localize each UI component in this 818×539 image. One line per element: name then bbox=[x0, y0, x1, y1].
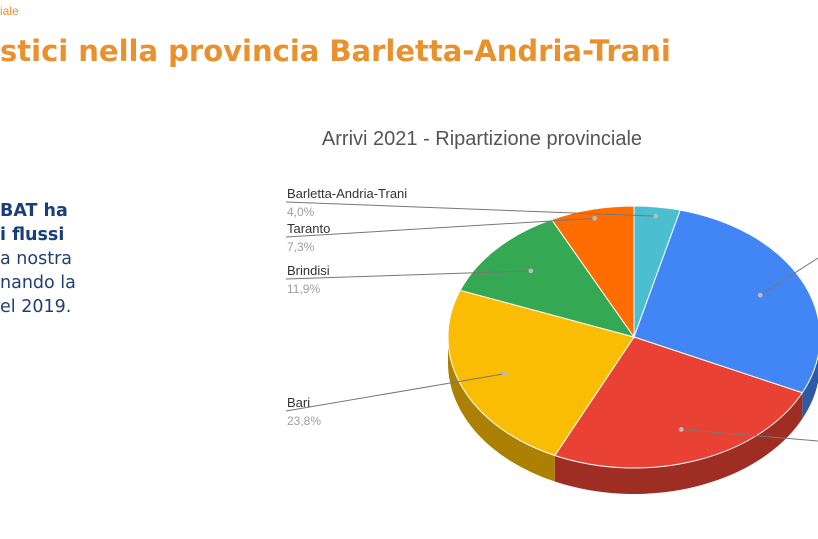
pie-slice-side bbox=[802, 355, 818, 419]
slice-value-label: 7,3% bbox=[287, 240, 315, 254]
leader-marker bbox=[592, 215, 598, 221]
leader-line bbox=[285, 201, 656, 217]
body-line: a nostra bbox=[0, 249, 72, 269]
pie-slice bbox=[550, 205, 635, 339]
slice-value-label: 11,9% bbox=[287, 282, 320, 296]
page-title: stici nella provincia Barletta-Andria-Tr… bbox=[0, 34, 671, 68]
slice-label: Brindisi bbox=[287, 263, 330, 278]
pie-slice bbox=[447, 289, 635, 457]
leader-line bbox=[285, 217, 595, 238]
body-line: el 2019. bbox=[0, 297, 72, 317]
leader-marker bbox=[653, 213, 659, 219]
body-line: i flussi bbox=[0, 225, 65, 245]
pie-top-group bbox=[447, 205, 818, 469]
leader-marker bbox=[502, 371, 508, 377]
leader-marker bbox=[757, 292, 763, 298]
chart-title: Arrivi 2021 - Ripartizione provinciale bbox=[322, 128, 642, 150]
slice-value-label: 4,0% bbox=[287, 205, 315, 219]
pie-slice bbox=[554, 336, 804, 469]
slice-label: Taranto bbox=[287, 221, 330, 236]
pie-labels-group: Barletta-Andria-Trani 4,0% Bari 23,8% Brindi… bbox=[285, 186, 818, 442]
pie-slice bbox=[633, 209, 818, 394]
leader-line bbox=[285, 373, 505, 412]
slice-value-label: 23,8% bbox=[287, 414, 321, 428]
body-line: BAT ha bbox=[0, 201, 68, 221]
pie-slice bbox=[459, 218, 636, 338]
slice-label: Barletta-Andria-Trani bbox=[287, 186, 407, 201]
leader-line bbox=[681, 428, 818, 442]
slice-label: Bari bbox=[287, 395, 310, 410]
leader-marker bbox=[528, 268, 534, 274]
pie-slice-side bbox=[554, 392, 803, 494]
body-text: BAT ha i flussi a nostra nando la el 201… bbox=[0, 199, 76, 319]
pie-depth-group bbox=[448, 337, 818, 494]
leader-line bbox=[285, 270, 531, 280]
section-kicker: iale bbox=[0, 4, 19, 18]
leader-marker bbox=[678, 427, 684, 432]
body-line: nando la bbox=[0, 273, 76, 293]
leader-line bbox=[759, 257, 818, 296]
pie-slice-side bbox=[448, 337, 555, 482]
